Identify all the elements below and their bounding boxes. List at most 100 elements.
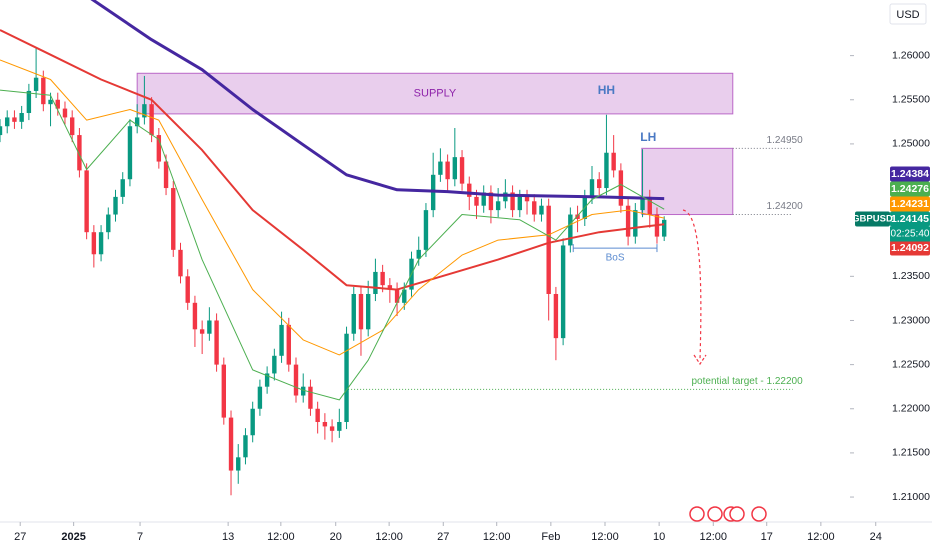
candle-body (474, 196, 479, 206)
candle-body (611, 152, 616, 171)
candle-body (589, 179, 595, 197)
price-badge (890, 196, 930, 212)
x-tick-label: 27 (437, 531, 449, 543)
candle-body (301, 386, 306, 396)
candle-body (98, 232, 104, 255)
y-tick-label: 1.23000 (892, 314, 930, 326)
candle-body (553, 293, 559, 339)
candle-body (199, 329, 205, 334)
candle-body (517, 196, 523, 211)
zone (136, 72, 734, 115)
candle-body (33, 77, 39, 91)
price-badge-label: 1.24145 (891, 213, 929, 225)
symbol-badge (855, 211, 890, 227)
candle-body (358, 293, 364, 330)
candle-body (380, 271, 385, 286)
candle-body (459, 157, 465, 184)
x-tick-label: 12:00 (267, 531, 295, 543)
candle-body (12, 117, 17, 122)
candle-body (142, 104, 147, 118)
candle-body (41, 77, 46, 105)
candle-body (604, 152, 609, 189)
candle-body (26, 90, 32, 114)
candle-body (77, 135, 82, 171)
event-icons (689, 506, 767, 522)
x-tick-label: Feb (541, 531, 560, 543)
y-tick-label: 1.22000 (892, 403, 930, 415)
annotation: HH (598, 83, 615, 97)
currency: USD (896, 9, 919, 21)
x-tick-label: 20 (330, 531, 342, 543)
candle-body (416, 249, 421, 259)
candle-body (171, 188, 176, 250)
price-axis-panel (850, 0, 932, 550)
price-badge-label: 1.24276 (891, 183, 929, 195)
candle-body (214, 320, 219, 365)
candle-body (257, 386, 263, 409)
x-tick-label: 10 (653, 531, 665, 543)
candle-body (373, 271, 378, 294)
candle-body (546, 205, 551, 294)
candle-body (113, 196, 118, 215)
candle-body (322, 422, 328, 427)
candle-body (481, 192, 486, 206)
level-label: 1.24950 (767, 135, 804, 146)
candle-body (575, 214, 580, 219)
price-badge (890, 240, 930, 256)
price-badge-label: 1.24384 (891, 168, 929, 180)
candle-body (264, 373, 270, 387)
candle-body (647, 196, 652, 215)
x-tick-label: 12:00 (483, 531, 511, 543)
candle-body (625, 205, 631, 237)
arrow-head (693, 354, 707, 366)
candle-body (488, 192, 494, 211)
x-tick-label: 12:00 (700, 531, 728, 543)
projection-arrow (682, 209, 702, 361)
candle-body (0, 126, 3, 136)
price-badge-label: 1.24231 (891, 198, 929, 210)
zone (641, 147, 734, 216)
moving-average (0, 29, 665, 291)
candle-body (402, 289, 407, 303)
candle-body (250, 408, 255, 436)
event-icon (729, 506, 745, 522)
candle-body (387, 285, 393, 290)
candle-body (185, 276, 190, 303)
candle-body (308, 386, 313, 409)
y-tick-label: 1.23500 (892, 270, 930, 282)
x-tick-label: 12:00 (591, 531, 619, 543)
y-tick-label: 1.25500 (892, 94, 930, 106)
candle-body (149, 104, 154, 136)
candle-body (423, 210, 429, 250)
price-badge (890, 181, 930, 197)
candle-body (394, 289, 400, 303)
level-label: 1.24200 (767, 201, 804, 212)
candle-body (467, 183, 472, 197)
moving-average (0, 89, 665, 401)
y-tick-label: 1.21500 (892, 447, 930, 459)
candle-body (524, 196, 530, 202)
bos-label: BoS (606, 253, 625, 264)
y-tick-label: 1.26000 (892, 49, 930, 61)
candle-body (344, 333, 349, 423)
candle-body (438, 161, 443, 175)
candle-body (228, 417, 234, 471)
x-tick-label: 7 (137, 531, 143, 543)
symbol-label: GBPUSD (852, 214, 893, 225)
x-tick-label: 12:00 (375, 531, 403, 543)
candle-body (510, 192, 515, 211)
candle-body (91, 232, 97, 255)
candle-body (633, 210, 638, 237)
event-icon (751, 506, 767, 522)
candle-body (661, 219, 667, 237)
moving-average (0, 59, 665, 356)
candle-body (539, 205, 544, 215)
candle-body (106, 214, 111, 233)
candle-body (351, 293, 356, 334)
candle-body (55, 99, 60, 109)
candle-body (445, 161, 450, 180)
x-tick-label: 2025 (61, 531, 85, 543)
